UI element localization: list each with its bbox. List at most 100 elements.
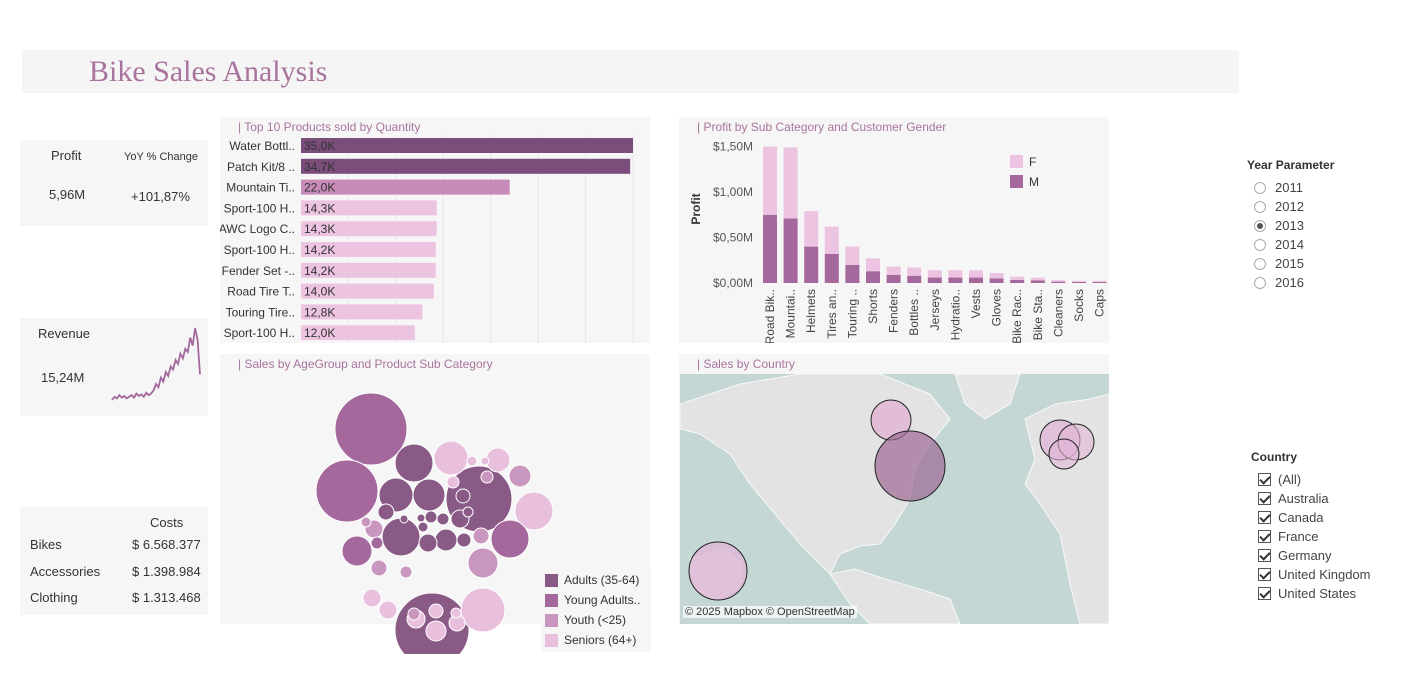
bubble[interactable]	[480, 470, 494, 484]
year-option-2015[interactable]: 2015	[1247, 254, 1387, 273]
bar-segment-f[interactable]	[783, 147, 798, 219]
bar-segment-f[interactable]	[907, 267, 922, 276]
bubble[interactable]	[467, 547, 499, 579]
bar[interactable]	[301, 325, 415, 341]
bar[interactable]	[301, 179, 510, 195]
bubble[interactable]	[514, 491, 554, 531]
bubble[interactable]	[381, 517, 421, 557]
bubble[interactable]	[446, 475, 460, 489]
country-map[interactable]	[680, 374, 1109, 624]
bar-segment-m[interactable]	[1072, 281, 1086, 283]
bubble[interactable]	[460, 587, 506, 633]
bubble[interactable]	[418, 533, 438, 553]
bar-segment-m[interactable]	[907, 275, 922, 283]
radio-button[interactable]	[1254, 257, 1266, 270]
radio-button[interactable]	[1254, 276, 1266, 289]
bubble[interactable]	[433, 440, 469, 476]
bar-segment-f[interactable]	[886, 266, 901, 275]
bar-segment-m[interactable]	[1030, 280, 1045, 283]
bar-segment-f[interactable]	[1030, 277, 1045, 281]
bubble[interactable]	[416, 513, 426, 523]
bar-segment-m[interactable]	[845, 264, 860, 283]
bubble[interactable]	[436, 512, 450, 526]
radio-button[interactable]	[1254, 238, 1266, 251]
bar-segment-f[interactable]	[948, 270, 963, 278]
bubble[interactable]	[370, 536, 384, 550]
bar[interactable]	[301, 221, 437, 237]
bubble[interactable]	[466, 455, 478, 467]
country-option-united-states[interactable]: United States	[1251, 584, 1401, 603]
bubble[interactable]	[378, 477, 414, 513]
country-option-canada[interactable]: Canada	[1251, 508, 1401, 527]
bubble[interactable]	[428, 603, 444, 619]
bubble[interactable]	[480, 456, 490, 466]
bar-segment-m[interactable]	[866, 271, 880, 283]
bar[interactable]	[301, 262, 436, 278]
radio-button-selected[interactable]	[1254, 219, 1266, 232]
bar-segment-f[interactable]	[866, 258, 880, 272]
bubble[interactable]	[394, 443, 434, 483]
bubble[interactable]	[425, 620, 447, 642]
bubble[interactable]	[456, 532, 472, 548]
bubble[interactable]	[455, 488, 471, 504]
country-option-france[interactable]: France	[1251, 527, 1401, 546]
checkbox-checked[interactable]	[1258, 568, 1271, 581]
country-option-australia[interactable]: Australia	[1251, 489, 1401, 508]
bar-segment-m[interactable]	[824, 253, 839, 283]
country-option-all[interactable]: (All)	[1251, 470, 1401, 489]
bar-segment-m[interactable]	[886, 274, 901, 283]
bubble[interactable]	[362, 588, 382, 608]
bubble[interactable]	[424, 510, 438, 524]
country-option-germany[interactable]: Germany	[1251, 546, 1401, 565]
france-bubble[interactable]	[1048, 438, 1080, 470]
bar-segment-m[interactable]	[927, 277, 942, 283]
bubble[interactable]	[450, 607, 462, 619]
bar-segment-f[interactable]	[1072, 280, 1086, 282]
radio-button[interactable]	[1254, 200, 1266, 213]
year-option-2013[interactable]: 2013	[1247, 216, 1387, 235]
country-option-united-kingdom[interactable]: United Kingdom	[1251, 565, 1401, 584]
bar-segment-m[interactable]	[948, 277, 963, 283]
year-option-2016[interactable]: 2016	[1247, 273, 1387, 292]
bubble[interactable]	[360, 516, 372, 528]
bar[interactable]	[301, 283, 434, 299]
bubble[interactable]	[407, 607, 421, 621]
bar-segment-m[interactable]	[989, 278, 1004, 283]
bar[interactable]	[301, 158, 631, 174]
year-option-2014[interactable]: 2014	[1247, 235, 1387, 254]
bubble[interactable]	[417, 521, 429, 533]
bubble[interactable]	[315, 459, 379, 523]
year-option-2011[interactable]: 2011	[1247, 178, 1387, 197]
checkbox-checked[interactable]	[1258, 492, 1271, 505]
bubble[interactable]	[334, 392, 408, 466]
bar[interactable]	[301, 242, 436, 257]
australia-bubble[interactable]	[688, 541, 748, 601]
bar-segment-f[interactable]	[824, 226, 839, 254]
bar-segment-f[interactable]	[1051, 280, 1066, 282]
bubble[interactable]	[472, 527, 490, 545]
united-states-bubble[interactable]	[874, 430, 946, 502]
bubble[interactable]	[462, 506, 474, 518]
bubble[interactable]	[434, 528, 458, 552]
bar-segment-f[interactable]	[1010, 276, 1025, 280]
bar-segment-f[interactable]	[989, 272, 1004, 279]
bar[interactable]	[301, 138, 633, 153]
checkbox-checked[interactable]	[1258, 530, 1271, 543]
bar-segment-f[interactable]	[804, 211, 819, 247]
bubble[interactable]	[508, 464, 532, 488]
bubble[interactable]	[378, 600, 398, 620]
bar-segment-f[interactable]	[927, 270, 942, 278]
checkbox-checked[interactable]	[1258, 511, 1271, 524]
checkbox-checked[interactable]	[1258, 549, 1271, 562]
bubble[interactable]	[412, 478, 446, 512]
bar-segment-f[interactable]	[969, 270, 983, 278]
bar-segment-f[interactable]	[1092, 280, 1107, 282]
bar-segment-m[interactable]	[783, 218, 798, 283]
radio-button[interactable]	[1254, 181, 1266, 194]
year-option-2012[interactable]: 2012	[1247, 197, 1387, 216]
bubble[interactable]	[485, 447, 511, 473]
bar-segment-m[interactable]	[1051, 281, 1066, 283]
bubble[interactable]	[377, 503, 395, 521]
bar-segment-f[interactable]	[845, 246, 860, 265]
bubble[interactable]	[490, 519, 530, 559]
